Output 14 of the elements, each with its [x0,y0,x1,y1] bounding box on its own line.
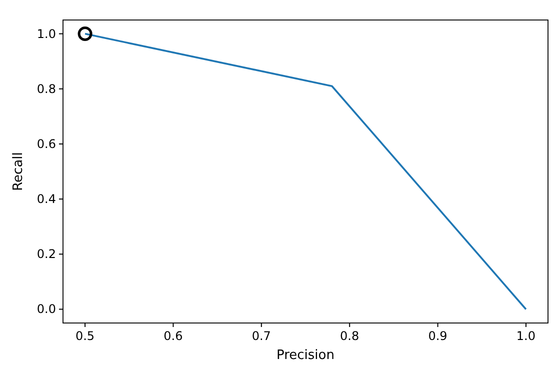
y-tick-label: 1.0 [36,26,56,41]
x-tick-label: 0.8 [340,329,360,343]
x-axis-title: Precision [276,348,335,363]
y-tick-label: 0.6 [36,136,56,151]
y-tick-label: 0.0 [36,302,56,316]
y-tick-label: 0.8 [36,82,56,96]
y-tick-label: 0.4 [36,192,56,206]
x-tick-label: 0.5 [76,329,95,343]
x-tick-label: 0.6 [164,329,183,343]
y-axis-title: Recall [11,152,26,191]
x-tick-label: 1.0 [516,329,536,343]
x-tick-label: 0.9 [428,329,448,343]
y-tick-label: 0.2 [36,247,56,262]
x-tick-label: 0.7 [252,329,271,343]
